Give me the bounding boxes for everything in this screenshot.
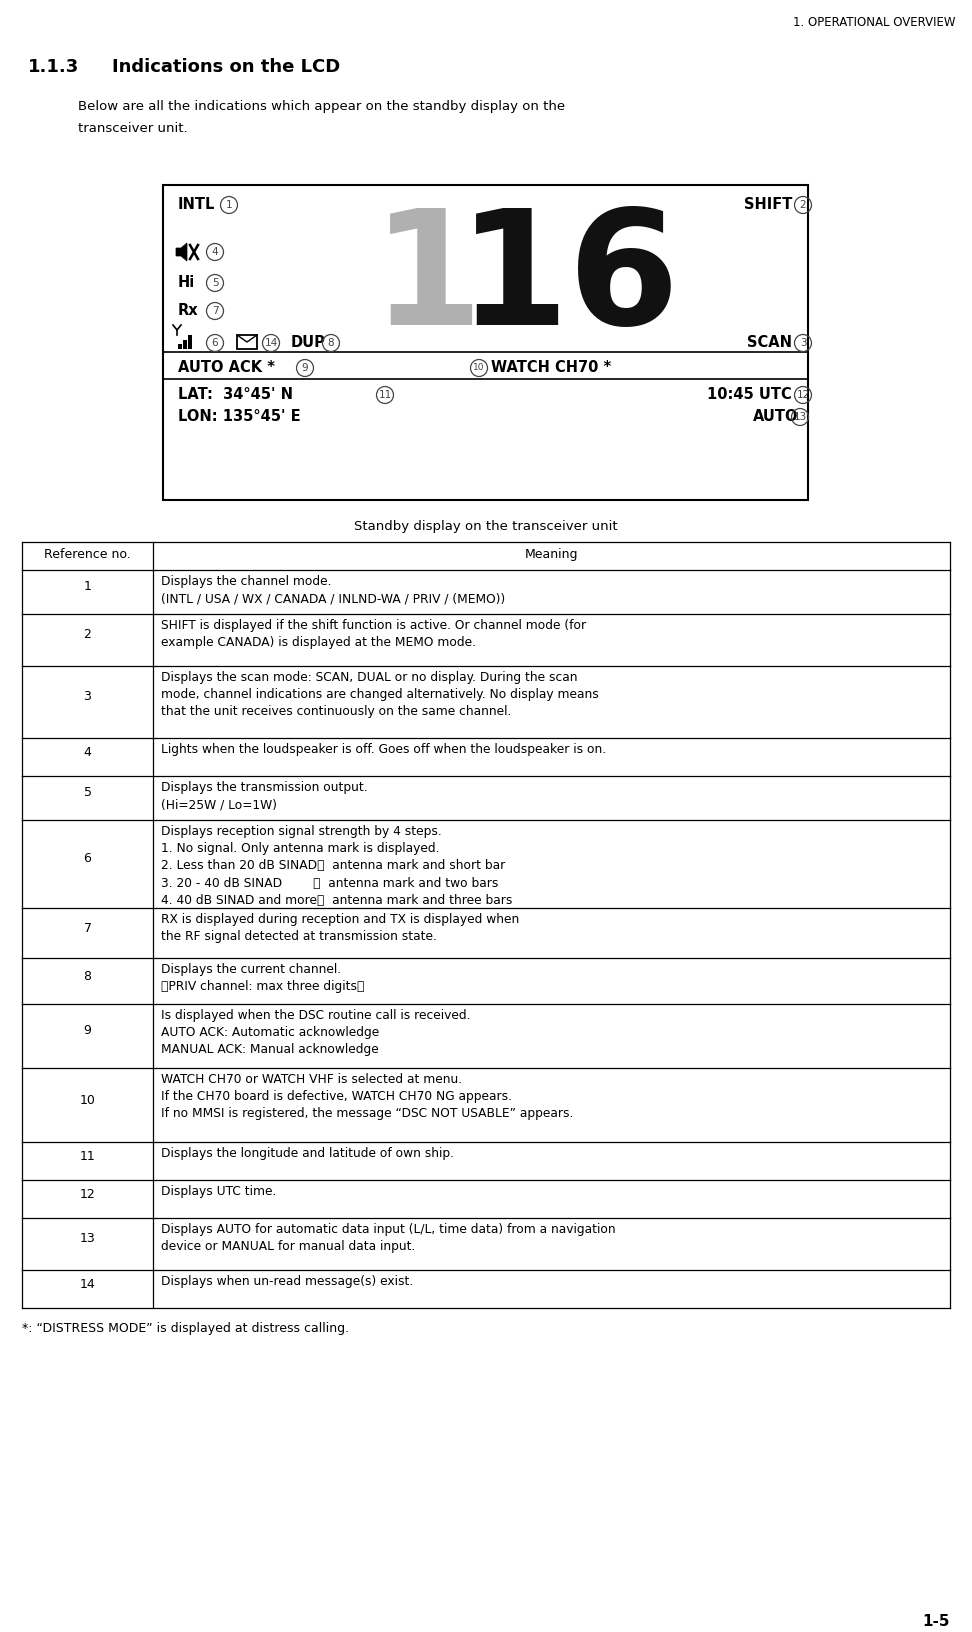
Text: 14: 14	[80, 1278, 95, 1291]
Text: 1: 1	[226, 201, 232, 211]
Text: 1: 1	[372, 202, 483, 357]
Text: 7: 7	[84, 922, 91, 935]
Text: AUTO ACK *: AUTO ACK *	[178, 361, 275, 375]
Text: WATCH CH70 or WATCH VHF is selected at menu.
If the CH70 board is defective, WAT: WATCH CH70 or WATCH VHF is selected at m…	[161, 1072, 573, 1121]
Text: Meaning: Meaning	[525, 548, 578, 561]
Text: WATCH CH70 *: WATCH CH70 *	[491, 361, 611, 375]
Text: 1: 1	[84, 581, 91, 594]
Bar	[237, 335, 257, 349]
Text: Displays the channel mode.
(INTL / USA / WX / CANADA / INLND-WA / PRIV / (MEMO)): Displays the channel mode. (INTL / USA /…	[161, 574, 505, 605]
Text: INTL: INTL	[178, 197, 216, 212]
Text: Reference no.: Reference no.	[44, 548, 131, 561]
Text: 5: 5	[212, 277, 219, 287]
Text: 3: 3	[800, 338, 807, 348]
Text: 10: 10	[80, 1093, 95, 1106]
Text: Below are all the indications which appear on the standby display on the: Below are all the indications which appe…	[78, 100, 565, 113]
Text: 13: 13	[793, 411, 807, 423]
Text: AUTO: AUTO	[753, 410, 799, 424]
Text: 8: 8	[328, 338, 334, 348]
Text: 2: 2	[800, 201, 807, 211]
Text: 1. OPERATIONAL OVERVIEW: 1. OPERATIONAL OVERVIEW	[792, 16, 955, 29]
Text: 12: 12	[796, 390, 810, 400]
Polygon shape	[176, 243, 187, 261]
Text: 10: 10	[473, 364, 485, 372]
Text: 11: 11	[80, 1149, 95, 1162]
Text: SHIFT is displayed if the shift function is active. Or channel mode (for
example: SHIFT is displayed if the shift function…	[161, 619, 586, 650]
Bar	[183, 339, 187, 349]
Text: 4: 4	[84, 746, 91, 759]
Text: Displays AUTO for automatic data input (L/L, time data) from a navigation
device: Displays AUTO for automatic data input (…	[161, 1222, 615, 1253]
Text: 11: 11	[378, 390, 392, 400]
Text: 9: 9	[84, 1025, 91, 1038]
Text: Hi: Hi	[178, 276, 195, 290]
Text: 1.1.3: 1.1.3	[28, 59, 80, 77]
Text: SCAN: SCAN	[747, 335, 792, 349]
Bar	[178, 344, 182, 349]
Text: 10:45 UTC: 10:45 UTC	[708, 387, 792, 401]
Text: LAT:  34°45' N: LAT: 34°45' N	[178, 387, 293, 401]
Text: Displays the longitude and latitude of own ship.: Displays the longitude and latitude of o…	[161, 1147, 454, 1160]
Text: 1-5: 1-5	[922, 1614, 950, 1629]
Text: 16: 16	[458, 202, 680, 357]
Text: Displays the scan mode: SCAN, DUAL or no display. During the scan
mode, channel : Displays the scan mode: SCAN, DUAL or no…	[161, 671, 599, 718]
Text: Displays when un-read message(s) exist.: Displays when un-read message(s) exist.	[161, 1275, 413, 1288]
Text: 8: 8	[84, 969, 91, 982]
Text: 12: 12	[80, 1188, 95, 1201]
Text: 5: 5	[84, 787, 91, 800]
Text: 4: 4	[212, 246, 219, 256]
Text: Rx: Rx	[178, 304, 198, 318]
Text: 9: 9	[301, 362, 308, 374]
Text: Is displayed when the DSC routine call is received.
AUTO ACK: Automatic acknowle: Is displayed when the DSC routine call i…	[161, 1009, 470, 1056]
Text: 7: 7	[212, 307, 219, 317]
Text: LON: 135°45' E: LON: 135°45' E	[178, 410, 300, 424]
Text: 13: 13	[80, 1232, 95, 1245]
Text: transceiver unit.: transceiver unit.	[78, 122, 188, 135]
Text: Displays reception signal strength by 4 steps.
1. No signal. Only antenna mark i: Displays reception signal strength by 4 …	[161, 826, 512, 907]
Text: *: “DISTRESS MODE” is displayed at distress calling.: *: “DISTRESS MODE” is displayed at distr…	[22, 1322, 349, 1335]
Bar	[188, 335, 191, 349]
Bar	[163, 184, 808, 499]
Text: RX is displayed during reception and TX is displayed when
the RF signal detected: RX is displayed during reception and TX …	[161, 912, 519, 943]
Text: SHIFT: SHIFT	[744, 197, 792, 212]
Text: 6: 6	[212, 338, 219, 348]
Text: Displays UTC time.: Displays UTC time.	[161, 1185, 276, 1198]
Text: Displays the current channel.
（PRIV channel: max three digits）: Displays the current channel. （PRIV chan…	[161, 963, 364, 994]
Text: 14: 14	[264, 338, 278, 348]
Text: 3: 3	[84, 690, 91, 703]
Text: DUP: DUP	[291, 335, 326, 349]
Text: Standby display on the transceiver unit: Standby display on the transceiver unit	[354, 521, 617, 534]
Text: Indications on the LCD: Indications on the LCD	[112, 59, 340, 77]
Text: Lights when the loudspeaker is off. Goes off when the loudspeaker is on.: Lights when the loudspeaker is off. Goes…	[161, 743, 607, 756]
Text: 6: 6	[84, 852, 91, 865]
Text: 2: 2	[84, 628, 91, 641]
Text: Displays the transmission output.
(Hi=25W / Lo=1W): Displays the transmission output. (Hi=25…	[161, 782, 367, 811]
